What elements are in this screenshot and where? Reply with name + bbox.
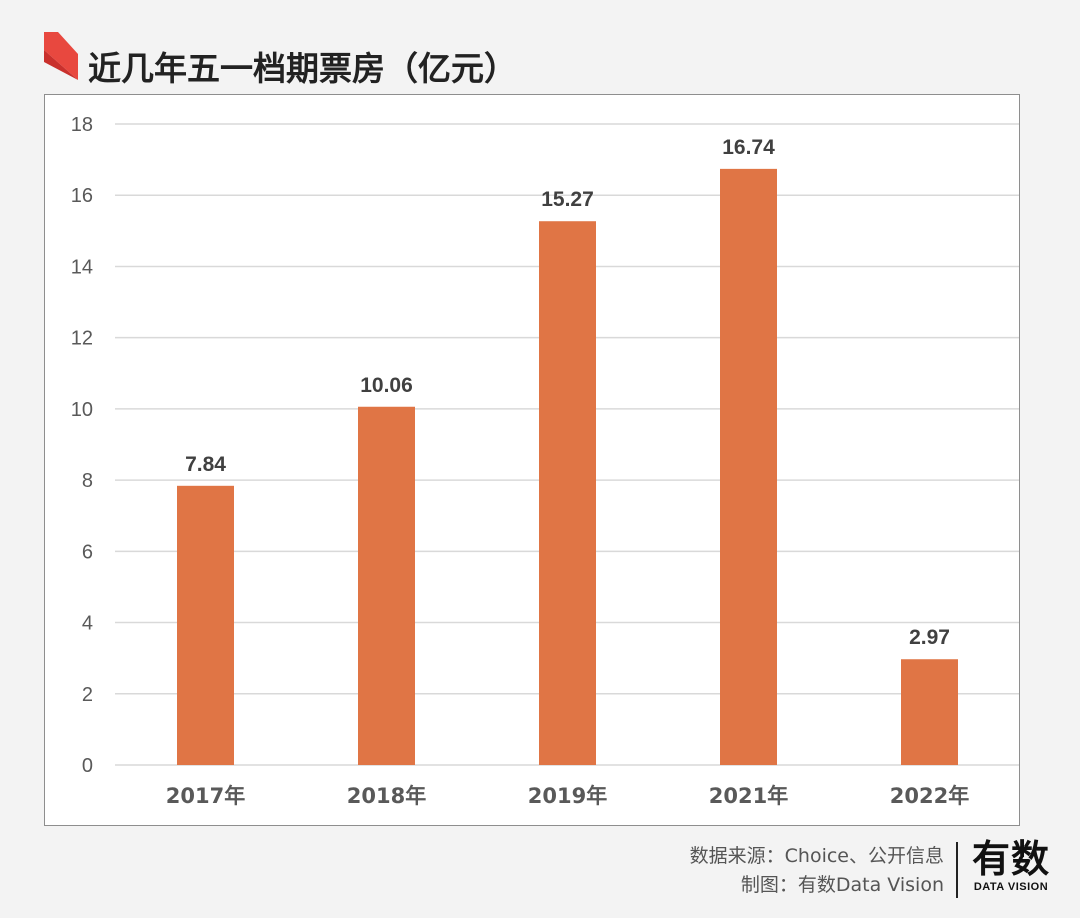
footer: 数据来源：Choice、公开信息 制图：有数Data Vision <box>690 842 944 900</box>
data-label: 7.84 <box>185 453 226 476</box>
y-tick-label: 0 <box>82 755 93 777</box>
x-tick-label: 2022年 <box>890 784 969 808</box>
data-label: 15.27 <box>541 188 594 211</box>
y-tick-label: 2 <box>82 684 93 706</box>
bar <box>358 406 415 765</box>
y-tick-label: 10 <box>71 399 93 421</box>
source-note: 数据来源：Choice、公开信息 <box>689 845 944 867</box>
brand-divider <box>956 842 958 898</box>
y-tick-label: 6 <box>82 541 93 563</box>
y-tick-label: 16 <box>71 185 93 207</box>
x-tick-label: 2018年 <box>347 784 426 808</box>
credit-note: 制图：有数Data Vision <box>740 874 944 896</box>
bar <box>539 221 596 765</box>
y-tick-label: 14 <box>71 256 93 278</box>
chart-panel: 0 2 4 6 8 10 12 14 16 18 7.84 2017年 10.06 2018年 15.27 2… <box>44 94 1020 826</box>
brand-logo: 有数 DATA VISION <box>966 838 1056 894</box>
bar-chart: 0 2 4 6 8 10 12 14 16 18 7.84 2017年 10.06 2018年 15.27 2… <box>71 114 1019 808</box>
bar <box>720 168 777 765</box>
data-label: 10.06 <box>360 374 413 397</box>
y-tick-label: 18 <box>71 114 93 136</box>
bar <box>901 659 958 765</box>
x-tick-label: 2019年 <box>528 784 607 808</box>
chart-title: 近几年五一档期票房（亿元） <box>88 49 517 88</box>
brand-name-cn: 有数 <box>971 837 1050 881</box>
x-tick-label: 2017年 <box>166 784 245 808</box>
brand-name-en: DATA VISION <box>973 881 1049 893</box>
y-tick-label: 4 <box>82 613 93 635</box>
x-tick-label: 2021年 <box>709 784 788 808</box>
title-marker-icon <box>44 32 78 80</box>
data-label: 16.74 <box>722 136 775 159</box>
bar <box>177 485 234 765</box>
y-tick-label: 12 <box>71 328 93 350</box>
y-tick-label: 8 <box>82 470 93 492</box>
data-label: 2.97 <box>909 626 950 649</box>
